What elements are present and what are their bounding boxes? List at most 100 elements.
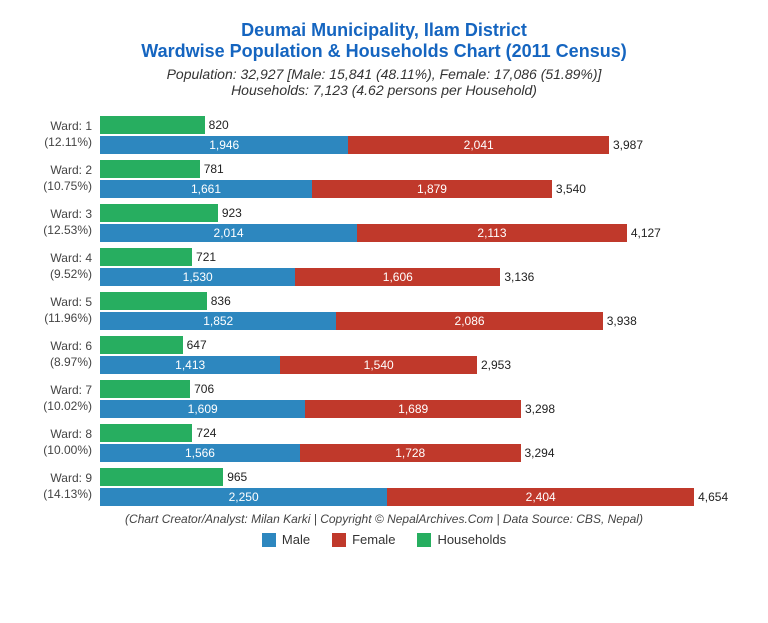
households-bar: 781	[100, 160, 738, 178]
households-value: 724	[196, 426, 216, 440]
ward-pct: (10.00%)	[30, 443, 92, 459]
households-bar: 820	[100, 116, 738, 134]
ward-label: Ward: 8(10.00%)	[30, 427, 100, 458]
chart-title-line2: Wardwise Population & Households Chart (…	[30, 41, 738, 62]
female-value: 1,728	[395, 446, 425, 460]
female-bar: 2,086	[336, 312, 602, 330]
ward-bars: 836 1,852 2,086 3,938	[100, 292, 738, 330]
total-value: 3,540	[556, 182, 586, 196]
households-bar-fill	[100, 380, 190, 398]
ward-label: Ward: 9(14.13%)	[30, 471, 100, 502]
ward-row: Ward: 2(10.75%) 781 1,6611,8793,540	[30, 160, 738, 198]
legend-female-swatch	[332, 533, 346, 547]
chart-subtitle-line1: Population: 32,927 [Male: 15,841 (48.11%…	[30, 66, 738, 82]
households-bar: 706	[100, 380, 738, 398]
households-bar-fill	[100, 204, 218, 222]
households-bar-fill	[100, 116, 205, 134]
male-bar: 1,609	[100, 400, 305, 418]
population-bar: 1,4131,5402,953	[100, 356, 738, 374]
households-bar-fill	[100, 248, 192, 266]
ward-label: Ward: 5(11.96%)	[30, 295, 100, 326]
ward-pct: (12.11%)	[30, 135, 92, 151]
ward-row: Ward: 5(11.96%) 836 1,852 2,086 3,938	[30, 292, 738, 330]
ward-name: Ward: 5	[30, 295, 92, 311]
female-value: 1,606	[383, 270, 413, 284]
ward-label: Ward: 7(10.02%)	[30, 383, 100, 414]
female-value: 2,404	[526, 490, 556, 504]
households-value: 781	[204, 162, 224, 176]
legend-households-swatch	[417, 533, 431, 547]
ward-name: Ward: 9	[30, 471, 92, 487]
ward-pct: (9.52%)	[30, 267, 92, 283]
female-bar: 2,113	[357, 224, 627, 242]
ward-name: Ward: 8	[30, 427, 92, 443]
population-bar: 2,0142,113 4,127	[100, 224, 738, 242]
ward-row: Ward: 3(12.53%) 923 2,0142,113 4,127	[30, 204, 738, 242]
ward-bars: 724 1,566 1,728 3,294	[100, 424, 738, 462]
total-value: 3,294	[525, 446, 555, 460]
households-value: 836	[211, 294, 231, 308]
total-value: 4,127	[631, 226, 661, 240]
ward-bars: 8201,9462,0413,987	[100, 116, 738, 154]
female-value: 2,086	[455, 314, 485, 328]
households-bar: 721	[100, 248, 738, 266]
legend-male: Male	[262, 532, 310, 547]
ward-label: Ward: 2(10.75%)	[30, 163, 100, 194]
households-bar: 965	[100, 468, 738, 486]
ward-bars: 721 1,5301,6063,136	[100, 248, 738, 286]
male-value: 1,609	[188, 402, 218, 416]
ward-name: Ward: 7	[30, 383, 92, 399]
population-bar: 1,6611,8793,540	[100, 180, 738, 198]
households-bar: 836	[100, 292, 738, 310]
male-bar: 1,566	[100, 444, 300, 462]
population-bar: 1,5301,6063,136	[100, 268, 738, 286]
chart-legend: Male Female Households	[30, 532, 738, 547]
ward-name: Ward: 1	[30, 119, 92, 135]
households-bar-fill	[100, 160, 200, 178]
households-value: 706	[194, 382, 214, 396]
ward-label: Ward: 4(9.52%)	[30, 251, 100, 282]
legend-male-swatch	[262, 533, 276, 547]
chart-footer: (Chart Creator/Analyst: Milan Karki | Co…	[30, 512, 738, 526]
ward-pct: (8.97%)	[30, 355, 92, 371]
male-value: 1,566	[185, 446, 215, 460]
ward-bars: 781 1,6611,8793,540	[100, 160, 738, 198]
households-value: 721	[196, 250, 216, 264]
female-value: 2,041	[464, 138, 494, 152]
male-bar: 2,250	[100, 488, 387, 506]
female-bar: 1,689	[305, 400, 521, 418]
male-bar: 1,413	[100, 356, 280, 374]
ward-name: Ward: 4	[30, 251, 92, 267]
male-value: 1,661	[191, 182, 221, 196]
total-value: 3,938	[607, 314, 637, 328]
ward-label: Ward: 6(8.97%)	[30, 339, 100, 370]
population-bar: 1,566 1,728 3,294	[100, 444, 738, 462]
male-bar: 2,014	[100, 224, 357, 242]
ward-pct: (10.02%)	[30, 399, 92, 415]
legend-households-label: Households	[437, 532, 506, 547]
population-bar: 1,852 2,086 3,938	[100, 312, 738, 330]
male-bar: 1,946	[100, 136, 348, 154]
households-bar: 724	[100, 424, 738, 442]
ward-pct: (11.96%)	[30, 311, 92, 327]
ward-label: Ward: 3(12.53%)	[30, 207, 100, 238]
total-value: 4,654	[698, 490, 728, 504]
legend-male-label: Male	[282, 532, 310, 547]
legend-households: Households	[417, 532, 506, 547]
legend-female-label: Female	[352, 532, 395, 547]
female-value: 1,540	[364, 358, 394, 372]
ward-name: Ward: 6	[30, 339, 92, 355]
households-value: 923	[222, 206, 242, 220]
households-bar-fill	[100, 424, 192, 442]
households-bar: 647	[100, 336, 738, 354]
legend-female: Female	[332, 532, 395, 547]
ward-row: Ward: 1(12.11%)8201,9462,0413,987	[30, 116, 738, 154]
male-value: 1,852	[203, 314, 233, 328]
ward-pct: (10.75%)	[30, 179, 92, 195]
total-value: 3,298	[525, 402, 555, 416]
male-bar: 1,661	[100, 180, 312, 198]
chart-title-line1: Deumai Municipality, Ilam District	[30, 20, 738, 41]
female-bar: 1,728	[300, 444, 521, 462]
ward-row: Ward: 4(9.52%) 721 1,5301,6063,136	[30, 248, 738, 286]
ward-pct: (14.13%)	[30, 487, 92, 503]
